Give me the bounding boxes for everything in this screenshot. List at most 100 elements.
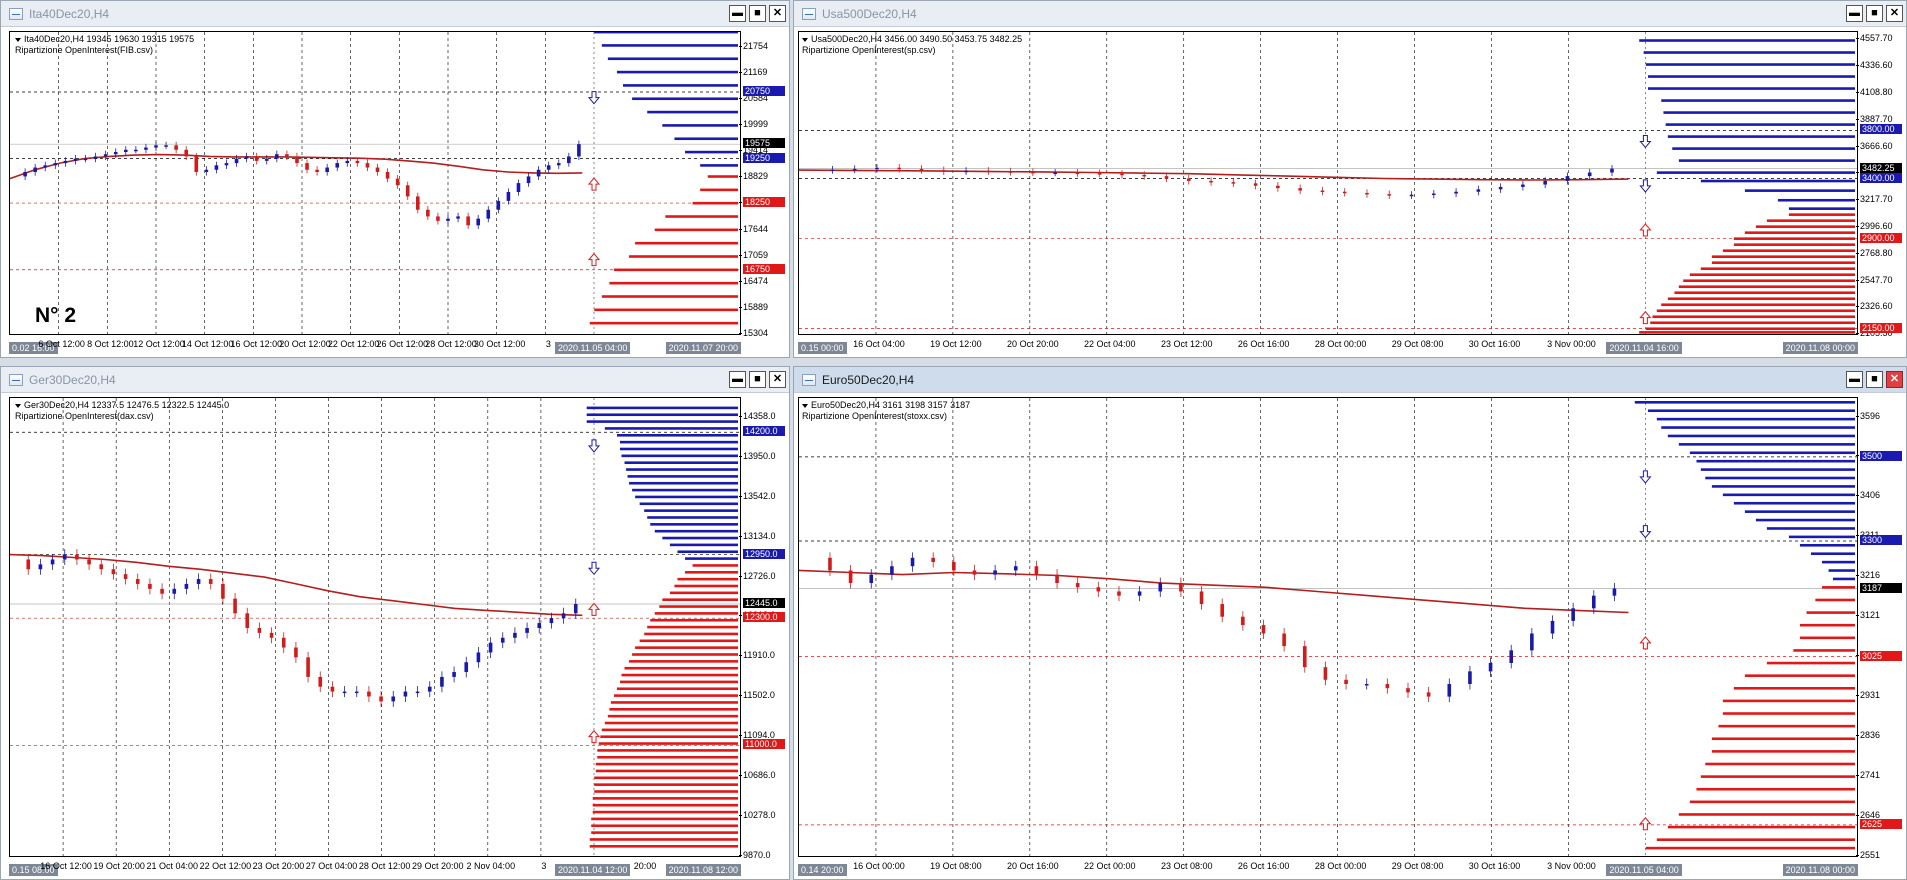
minimize-button[interactable]: ▬ xyxy=(1846,371,1863,388)
oi-bar-put xyxy=(619,680,738,684)
dropdown-icon[interactable] xyxy=(15,403,21,408)
window-titlebar[interactable]: Ger30Dec20,H4 ▬ ■ ✕ xyxy=(1,367,789,393)
oi-bar-call xyxy=(1705,476,1855,480)
price-plot[interactable] xyxy=(798,397,1858,857)
candle-bull xyxy=(546,165,551,170)
chart-window-usa500[interactable]: Usa500Dec20,H4 ▬ ■ ✕ Usa500Dec20,H4 3456… xyxy=(793,0,1907,358)
candle-bull xyxy=(1409,194,1414,197)
oi-bar-put xyxy=(1711,255,1855,258)
maximize-button[interactable]: ■ xyxy=(1866,5,1883,22)
candle-bull xyxy=(561,613,566,619)
candle-bull xyxy=(506,191,511,201)
time-tick-label: 6 Oct 12:00 xyxy=(38,339,85,349)
chart-window-ger30[interactable]: Ger30Dec20,H4 ▬ ■ ✕ Ger30Dec20,H4 12337.… xyxy=(0,366,790,880)
time-axis[interactable]: 0.14 20:00 16 Oct 00:00 19 Oct 08:00 20 Oct… xyxy=(798,857,1858,879)
oi-bar-call xyxy=(1832,577,1855,581)
candle-bull xyxy=(440,676,444,687)
candle-bear xyxy=(99,564,104,570)
time-tick-label: 26 Oct 16:00 xyxy=(1237,861,1290,871)
candle-bull xyxy=(1591,595,1596,609)
time-tick-label: 28 Oct 12:00 xyxy=(358,861,411,871)
price-tick-label: 10686.0 xyxy=(739,770,787,780)
candle-bear xyxy=(395,178,400,186)
close-button[interactable]: ✕ xyxy=(769,5,786,22)
oi-bar-call xyxy=(1788,207,1855,210)
price-tick-label: 2105.50 xyxy=(1856,328,1904,338)
price-chart-svg[interactable] xyxy=(799,32,1857,334)
price-level-label: 12950.0 xyxy=(743,548,785,559)
price-plot[interactable] xyxy=(9,397,741,857)
window-titlebar[interactable]: Usa500Dec20,H4 ▬ ■ ✕ xyxy=(794,1,1906,27)
time-axis[interactable]: 0.02 16:00 6 Oct 12:00 8 Oct 12:00 12 Oct 1… xyxy=(9,335,741,357)
price-chart-svg[interactable] xyxy=(799,398,1857,856)
time-axis[interactable]: 0.15 00:00 16 Oct 04:00 19 Oct 12:00 20 Oct… xyxy=(798,335,1858,357)
dropdown-icon[interactable] xyxy=(15,37,21,42)
candle-bull xyxy=(53,163,58,166)
oi-bar-call xyxy=(586,406,738,410)
time-axis[interactable]: 0.15 08:00 16 Oct 12:00 19 Oct 20:00 21 Oct… xyxy=(9,857,741,879)
candle-bull xyxy=(1530,633,1534,651)
window-titlebar[interactable]: Ita40Dec20,H4 ▬ ■ ✕ xyxy=(1,1,789,27)
price-plot[interactable] xyxy=(9,31,741,335)
oi-bar-put xyxy=(707,175,738,178)
price-tick-label: 3406 xyxy=(1856,490,1904,500)
chart-window-ita40[interactable]: Ita40Dec20,H4 ▬ ■ ✕ Ita40Dec20,H4 19345 … xyxy=(0,0,790,358)
dropdown-icon[interactable] xyxy=(802,37,808,42)
price-level-label: 19575 xyxy=(743,138,785,149)
candle-bull xyxy=(154,145,158,148)
oi-bar-put xyxy=(1722,699,1855,703)
price-plot[interactable] xyxy=(798,31,1858,335)
candle-bear xyxy=(315,169,319,172)
price-tick-label: 13542.0 xyxy=(739,491,787,501)
price-axis[interactable]: 3596350134063311321631213026293128362741… xyxy=(1856,397,1906,860)
time-tick-label: 22 Oct 12:00 xyxy=(327,339,380,349)
price-tick-label: 3596 xyxy=(1856,411,1904,421)
time-tick-label: 20:00 xyxy=(633,861,657,871)
oi-bar-put xyxy=(1793,649,1855,652)
price-chart-svg[interactable] xyxy=(10,32,740,334)
candle-bull xyxy=(234,158,239,164)
close-button[interactable]: ✕ xyxy=(1886,5,1903,22)
oi-bar-put xyxy=(609,708,738,711)
time-tick-label: 22 Oct 04:00 xyxy=(1084,339,1136,349)
minimize-button[interactable]: ▬ xyxy=(1846,5,1863,22)
price-axis[interactable]: 2175421169205841999919414188291824417644… xyxy=(739,31,789,338)
price-tick-label: 12726.0 xyxy=(739,571,787,581)
arrow-down-icon xyxy=(587,439,601,453)
candle-bull xyxy=(134,149,138,152)
oi-bar-put xyxy=(1722,249,1855,252)
close-button[interactable]: ✕ xyxy=(1886,371,1903,388)
oi-bar-put xyxy=(1733,686,1855,690)
minimize-button[interactable]: ▬ xyxy=(729,5,746,22)
oi-bar-put xyxy=(604,721,738,725)
oi-bar-call xyxy=(601,44,738,47)
oi-bar-put xyxy=(1733,237,1855,240)
candle-bull xyxy=(573,604,578,614)
dropdown-icon[interactable] xyxy=(802,403,808,408)
price-tick-label: 4108.80 xyxy=(1856,87,1904,97)
price-axis[interactable]: 14358.013950.013542.013134.012726.012318… xyxy=(739,397,789,860)
oi-bar-put xyxy=(1674,291,1855,295)
window-titlebar[interactable]: Euro50Dec20,H4 ▬ ■ ✕ xyxy=(794,367,1906,393)
candle-bull xyxy=(890,566,894,575)
oi-bar-put xyxy=(597,749,738,752)
candle-bear xyxy=(415,196,420,210)
oi-bar-put xyxy=(592,803,738,807)
candle-bear xyxy=(330,686,335,692)
time-tick-label: 3 xyxy=(545,339,551,349)
maximize-button[interactable]: ■ xyxy=(749,5,766,22)
chart-window-euro50[interactable]: Euro50Dec20,H4 ▬ ■ ✕ Euro50Dec20,H4 3161… xyxy=(793,366,1907,880)
maximize-button[interactable]: ■ xyxy=(749,371,766,388)
oi-bar-call xyxy=(1689,451,1855,455)
oi-bar-put xyxy=(1744,231,1855,234)
price-chart-svg[interactable] xyxy=(10,398,740,856)
maximize-button[interactable]: ■ xyxy=(1866,371,1883,388)
time-tick-label: 20 Oct 16:00 xyxy=(1007,861,1059,871)
ohlc-readout: Usa500Dec20,H4 3456.00 3490.50 3453.75 3… xyxy=(811,34,1023,44)
oi-bar-put xyxy=(1678,813,1855,816)
price-axis[interactable]: 4557.704336.604108.803887.703666.603445.… xyxy=(1856,31,1906,338)
time-tick-label: 2 Nov 04:00 xyxy=(466,861,516,871)
time-tick-label: 16 Oct 04:00 xyxy=(853,339,905,349)
close-button[interactable]: ✕ xyxy=(769,371,786,388)
minimize-button[interactable]: ▬ xyxy=(729,371,746,388)
